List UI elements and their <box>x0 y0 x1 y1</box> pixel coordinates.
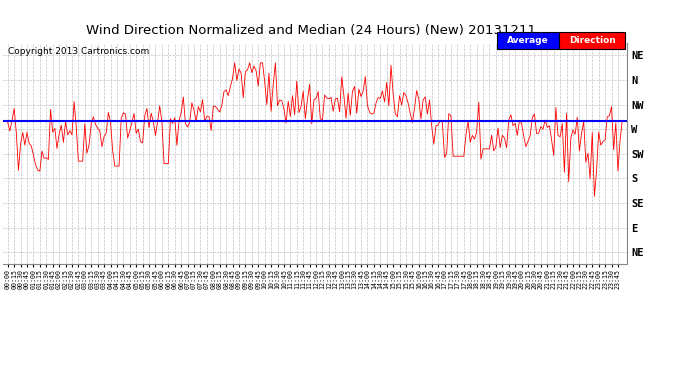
Text: Copyright 2013 Cartronics.com: Copyright 2013 Cartronics.com <box>8 47 150 56</box>
Text: Average: Average <box>507 36 549 45</box>
Text: Wind Direction Normalized and Median (24 Hours) (New) 20131211: Wind Direction Normalized and Median (24… <box>86 24 535 38</box>
Text: Direction: Direction <box>569 36 615 45</box>
